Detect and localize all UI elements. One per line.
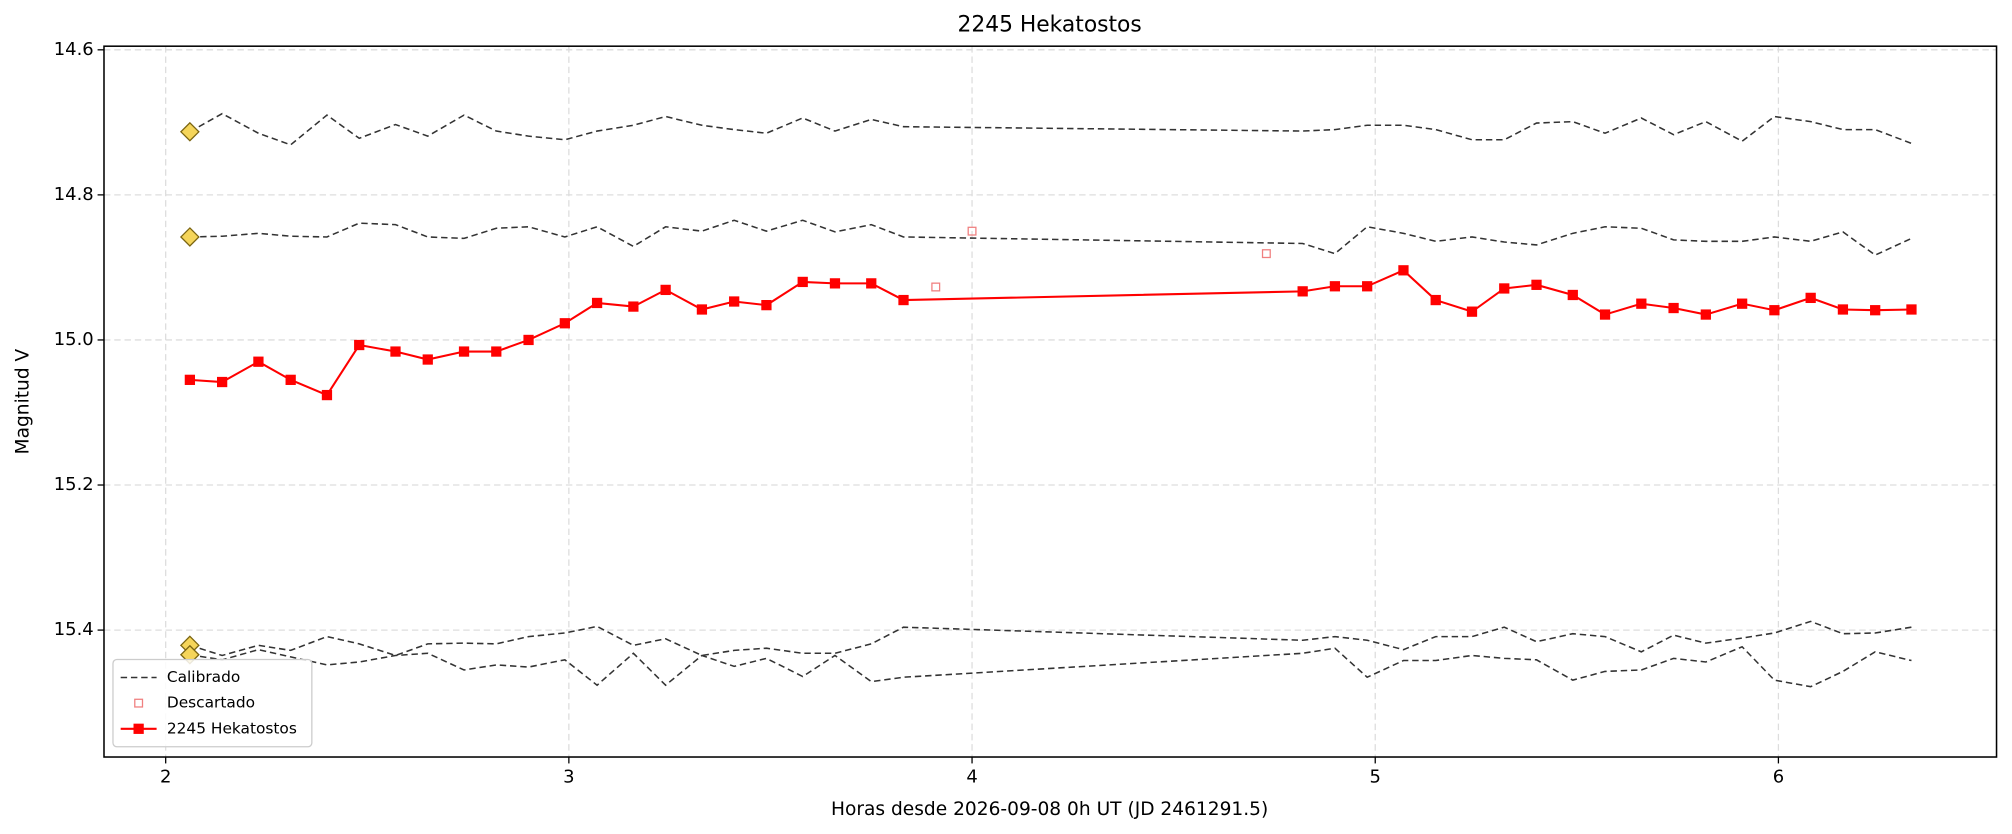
calibrated-line (189, 219, 1912, 256)
series-marker (422, 354, 433, 365)
chart-title: 2245 Hekatostos (957, 13, 1141, 38)
y-axis-label: Magnitud V (13, 348, 34, 454)
series-marker (390, 346, 401, 357)
legend: Calibrado Descartado 2245 Hekatostos (112, 658, 313, 748)
y-tick-label: 15.2 (54, 474, 94, 495)
series-marker (1636, 298, 1647, 309)
series-marker (1329, 281, 1341, 292)
series-marker (1805, 292, 1816, 304)
series-marker (696, 304, 708, 315)
discarded-point (931, 282, 941, 292)
legend-label: Descartado (167, 694, 255, 712)
calibrated-line (189, 620, 1912, 657)
legend-swatch (134, 698, 144, 708)
series-marker (829, 278, 841, 289)
series-marker (1700, 309, 1711, 320)
calibrated-line (189, 645, 1912, 688)
series-marker (1362, 281, 1373, 292)
series-marker (285, 374, 296, 385)
legend-label: 2245 Hekatostos (167, 719, 297, 737)
series-marker (1837, 304, 1849, 315)
series-marker (1297, 286, 1308, 297)
y-tick-label: 14.6 (54, 39, 94, 60)
series-marker (1567, 289, 1578, 301)
discarded-point (967, 226, 977, 236)
series-marker (1599, 309, 1611, 320)
series-marker (559, 318, 570, 329)
x-tick-label: 2 (160, 767, 171, 788)
series-marker (184, 374, 196, 385)
series-marker (354, 339, 365, 351)
series-marker (321, 389, 333, 401)
y-tick-label: 14.8 (54, 184, 94, 205)
calibrated-line (189, 112, 1912, 146)
y-tick-label: 15.0 (54, 329, 94, 350)
series-marker (660, 284, 671, 296)
series-marker (1668, 302, 1679, 314)
series-marker (1769, 305, 1780, 316)
grid: 2 3 4 5 6 14.6 14.8 15.0 15.2 15.4 (54, 39, 1997, 788)
series-marker (898, 294, 909, 306)
plot-area (179, 112, 1917, 688)
series-marker (591, 297, 603, 309)
series-marker (761, 300, 772, 311)
series-marker (628, 301, 639, 312)
series-marker (1906, 304, 1917, 315)
axes-frame (103, 45, 1998, 758)
x-axis-label: Horas desde 2026-09-08 0h UT (JD 2461291… (831, 799, 1268, 820)
series-marker (1531, 279, 1542, 290)
y-tick-label: 15.4 (54, 619, 94, 640)
series-marker (1499, 283, 1510, 294)
series-marker (216, 376, 228, 388)
series-marker (491, 346, 502, 357)
series-marker (729, 296, 740, 307)
legend-label: Calibrado (167, 668, 240, 686)
x-tick-label: 6 (1773, 767, 1784, 788)
legend-swatch (133, 723, 144, 734)
series-marker (458, 346, 470, 357)
x-tick-label: 5 (1370, 767, 1381, 788)
legend-box (112, 658, 313, 748)
series-marker (1870, 305, 1881, 316)
series-marker (1736, 298, 1748, 309)
series-marker (253, 356, 264, 367)
discarded-point (1261, 249, 1271, 259)
reference-marker (179, 227, 200, 247)
series-marker (1398, 265, 1409, 276)
reference-marker (179, 121, 200, 142)
series-marker (797, 276, 808, 288)
series-marker (866, 278, 877, 289)
x-tick-label: 4 (966, 767, 977, 788)
series-marker (523, 334, 534, 346)
series-marker (1430, 294, 1441, 306)
x-tick-label: 3 (563, 767, 574, 788)
series-marker (1466, 306, 1478, 317)
